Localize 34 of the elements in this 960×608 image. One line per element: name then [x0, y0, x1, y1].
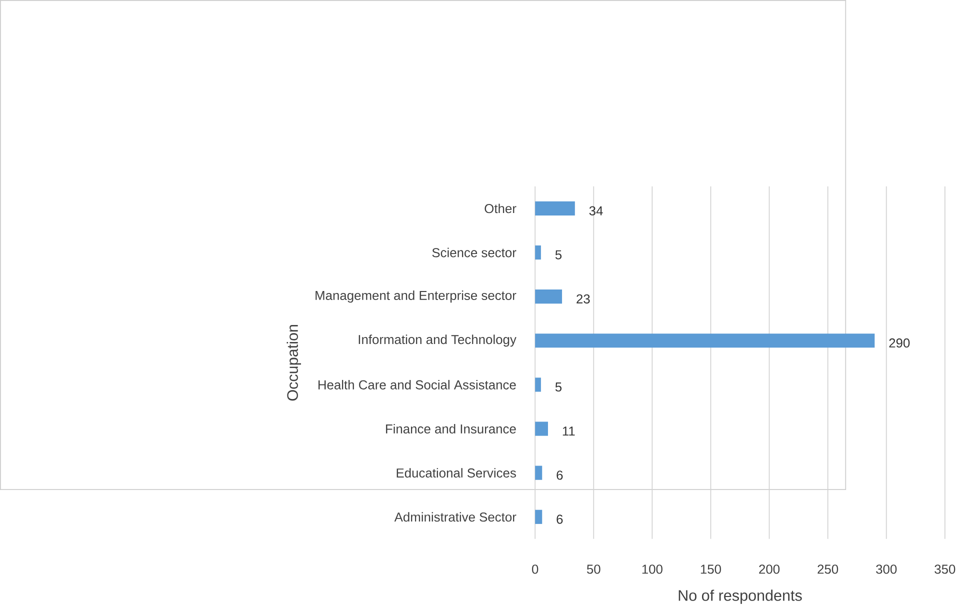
x-tick-label: 100 [642, 564, 662, 574]
y-tick-label: Science sector [432, 248, 516, 258]
y-tick-label: Other [484, 204, 516, 214]
bar [535, 422, 548, 436]
bar [535, 466, 542, 480]
bar [535, 378, 541, 392]
x-tick-label: 150 [700, 564, 721, 574]
y-axis-title: Occupation [286, 324, 301, 400]
data-label: 11 [562, 426, 575, 436]
x-tick-label: 250 [818, 564, 838, 574]
data-label: 23 [576, 294, 590, 304]
data-label: 34 [589, 206, 603, 216]
x-tick-label: 300 [876, 564, 897, 574]
data-label: 6 [556, 514, 563, 524]
bar [535, 201, 575, 216]
y-tick-label: Information and Technology [358, 334, 516, 347]
data-label: 290 [889, 338, 910, 348]
y-tick-label: Management and Enterprise sector [316, 290, 516, 302]
data-label: 6 [556, 470, 563, 480]
bar [535, 245, 541, 260]
data-label: 5 [555, 250, 562, 260]
data-label: 5 [555, 382, 562, 392]
y-tick-label: Educational Services [396, 468, 516, 478]
y-tick-label: Health Care and Social Assistance [318, 380, 516, 390]
y-tick-label: Finance and Insurance [386, 424, 516, 434]
x-tick-label: 0 [532, 564, 538, 574]
bar [535, 510, 542, 524]
x-tick-label: 50 [586, 564, 600, 574]
bar [535, 333, 875, 348]
bar [535, 289, 562, 304]
x-tick-label: 350 [934, 564, 956, 574]
x-tick-label: 200 [759, 564, 780, 574]
x-axis-title: No of respondents [678, 590, 802, 604]
y-tick-label: Administrative Sector [394, 512, 516, 522]
